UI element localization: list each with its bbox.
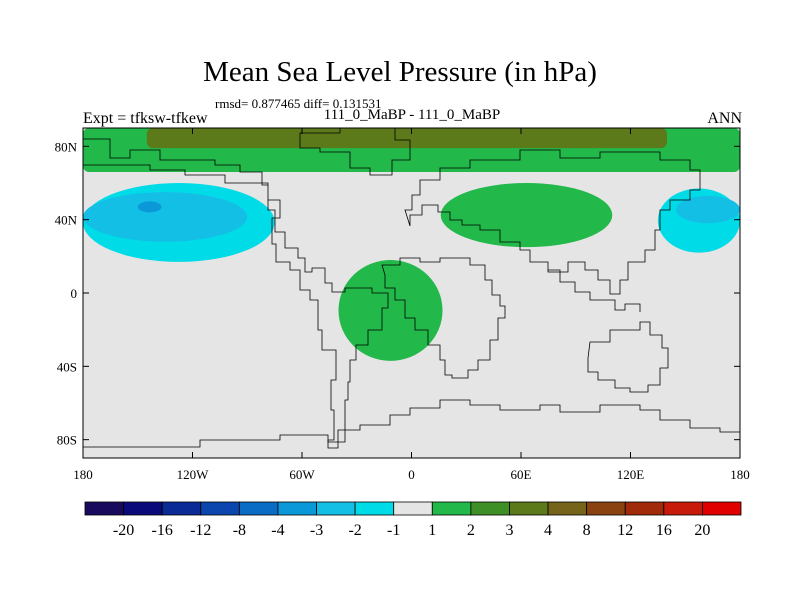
colorbar-swatch [509, 501, 549, 516]
colorbar-label: 12 [617, 522, 633, 539]
region-north-pacific-west-low-inner [83, 192, 248, 242]
x-tick-label: 60E [511, 467, 532, 482]
coast-europe-asia [404, 149, 701, 295]
coast-greenland [299, 128, 411, 176]
colorbar-label: 2 [467, 522, 475, 539]
x-tick-label: 180 [73, 467, 93, 482]
colorbar-swatch [238, 501, 279, 516]
colorbar-label: -2 [348, 522, 361, 539]
colorbar-swatch [624, 501, 665, 516]
region-north-pacific-east-low-inner [676, 195, 740, 224]
colorbar-swatch [431, 501, 472, 516]
x-tick-label: 120W [177, 467, 210, 482]
coast-africa [381, 257, 506, 379]
x-tick-label: 60W [289, 467, 315, 482]
colorbar-label: -16 [152, 522, 173, 539]
colorbar-label: 16 [656, 522, 672, 539]
colorbar-label: 8 [583, 522, 591, 539]
colorbar: -20 -16 -12 -8 -4 -3 -2 -1 1 2 3 4 8 12 16 20 [84, 501, 742, 539]
coast-antarctica [83, 399, 740, 448]
colorbar-swatch [393, 501, 433, 516]
colorbar-swatch [123, 501, 163, 516]
x-tick-label: 120E [617, 467, 645, 482]
colorbar-label: -3 [310, 522, 323, 539]
colorbar-swatch [547, 501, 588, 516]
colorbar-label: 1 [428, 522, 436, 539]
colorbar-swatch [663, 501, 703, 516]
colorbar-swatch [84, 501, 124, 516]
colorbar-label: 20 [694, 522, 710, 539]
stats-text: rmsd= 0.877465 diff= 0.131531 [215, 96, 382, 111]
region-north-pacific-west-low-core [137, 201, 162, 213]
colorbar-swatch [161, 501, 202, 516]
x-tick-label: 180 [730, 467, 750, 482]
y-tick-label: 80N [55, 139, 78, 154]
colorbar-swatch [200, 501, 240, 516]
colorbar-label: 4 [544, 522, 552, 539]
coast-australia [587, 321, 669, 393]
colorbar-swatch [354, 501, 395, 516]
colorbar-swatch [702, 501, 742, 516]
y-tick-label: 0 [71, 286, 78, 301]
coastline-outlines [83, 128, 740, 449]
colorbar-swatch [316, 501, 356, 516]
colorbar-swatch [277, 501, 317, 516]
region-africa-atlantic-high [338, 260, 443, 361]
colorbar-label: -20 [113, 522, 134, 539]
coast-americas [83, 138, 389, 449]
y-tick-label: 40S [57, 359, 77, 374]
season-label: ANN [707, 110, 742, 127]
y-tick-label: 40N [55, 213, 78, 228]
colorbar-swatch [470, 501, 510, 516]
x-tick-label: 0 [408, 467, 415, 482]
y-tick-label: 80S [57, 433, 77, 448]
case-label: 111_0_MaBP - 111_0_MaBP [323, 107, 501, 123]
colorbar-label: -1 [387, 522, 400, 539]
chart-title: Mean Sea Level Pressure (in hPa) [203, 56, 597, 88]
experiment-label: Expt = tfksw-tfkew [83, 110, 208, 127]
colorbar-label: -12 [190, 522, 211, 539]
colorbar-label: -4 [271, 522, 284, 539]
region-asia-high [440, 183, 613, 248]
colorbar-swatch [586, 501, 626, 516]
colorbar-label: -8 [233, 522, 246, 539]
colorbar-label: 3 [505, 522, 513, 539]
region-arctic-core [146, 128, 667, 149]
coast-southeast-asia [548, 269, 641, 312]
